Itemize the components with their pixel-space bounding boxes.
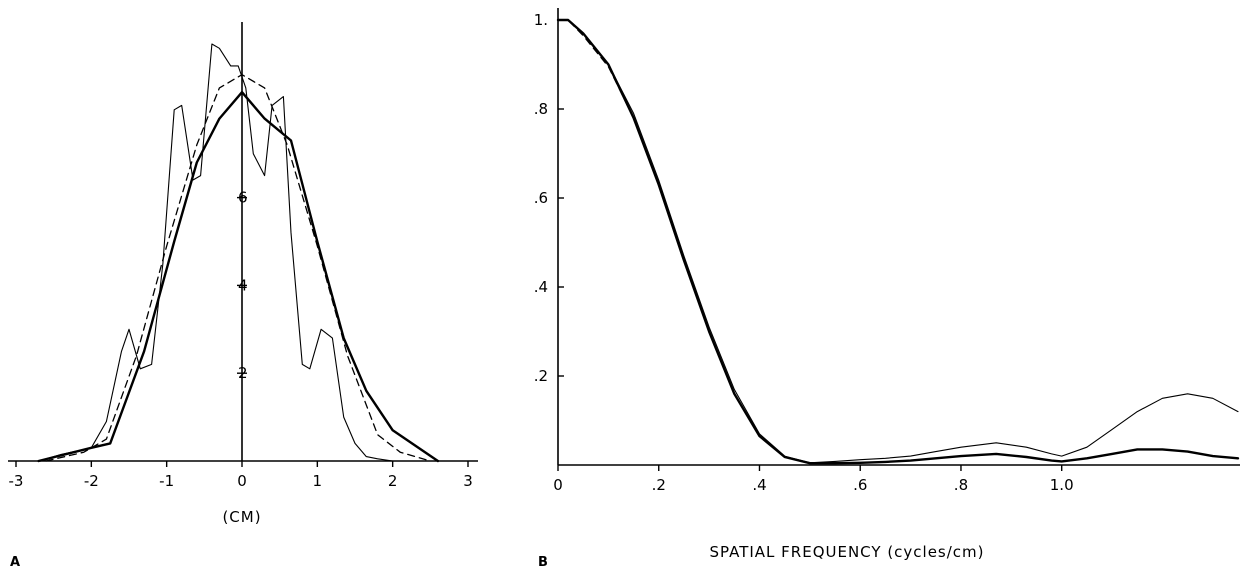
panel-a-x-tick-label: 2 [388, 472, 398, 490]
panel-b-x-axis-label: SPATIAL FREQUENCY (cycles/cm) [709, 543, 984, 561]
panel-a-x-tick-label: 1 [313, 472, 323, 490]
panel-a-series-thin-solid [38, 43, 439, 462]
panel-a-y-tick-label: 2 [238, 364, 248, 382]
panel-b-y-tick-label: 1. [534, 11, 548, 29]
panel-b-x-tick-label: .2 [652, 476, 666, 494]
panel-a-y-ticks: 2 4 6 [237, 189, 248, 382]
panel-a-x-axis-label: (CM) [222, 508, 261, 526]
panel-a-x-tick-label: 0 [237, 472, 247, 490]
panel-a-y-tick-label: 6 [238, 189, 248, 207]
panel-a-x-tick-label: -2 [84, 472, 99, 490]
panel-a-x-tick-label: -1 [159, 472, 174, 490]
panel-a-x-tick-label: 3 [463, 472, 473, 490]
panel-b-series-dashed [557, 19, 836, 464]
panel-b-x-ticks: 0 .2 .4 .6 .8 1.0 [553, 465, 1074, 494]
panel-b-series-group [556, 18, 1240, 465]
panel-b-y-tick-label: .2 [534, 367, 548, 385]
panel-b-y-tick-label: .8 [534, 100, 548, 118]
panel-a-x-ticks: -3 -2 -1 0 1 2 3 [9, 461, 473, 490]
panel-a-chart: -3 -2 -1 0 1 2 3 2 4 6 (CM) A [8, 22, 478, 569]
panel-b-x-tick-label: .4 [752, 476, 766, 494]
panel-a-series-group [37, 43, 440, 463]
panel-b-x-tick-label: .8 [954, 476, 968, 494]
panel-a-x-tick-label: -3 [9, 472, 24, 490]
panel-b-series-thick-solid [556, 18, 1240, 465]
panel-b-y-ticks: .2 .4 .6 .8 1. [534, 11, 564, 385]
panel-a-series-dashed [45, 74, 431, 462]
panel-b-y-tick-label: .4 [534, 278, 548, 296]
panel-b-y-tick-label: .6 [534, 189, 548, 207]
panel-b-x-tick-label: 0 [553, 476, 563, 494]
panel-a-label: A [10, 555, 20, 569]
panel-b-series-thin-solid [557, 19, 1239, 464]
panel-b-x-tick-label: 1.0 [1050, 476, 1074, 494]
panel-a-y-tick-label: 4 [238, 276, 248, 294]
panel-b-x-tick-label: .6 [853, 476, 867, 494]
panel-b-label: B [538, 555, 548, 569]
panel-b-chart: 0 .2 .4 .6 .8 1.0 .2 .4 .6 .8 1. SPATIAL FREQUENC… [534, 8, 1240, 569]
